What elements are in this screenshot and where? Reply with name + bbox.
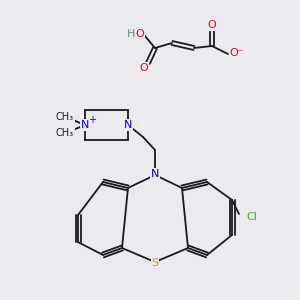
Text: N: N xyxy=(151,169,159,179)
Text: Cl: Cl xyxy=(247,212,257,222)
Text: O: O xyxy=(140,63,148,73)
Text: H: H xyxy=(127,29,135,39)
Text: O⁻: O⁻ xyxy=(230,48,244,58)
Text: +: + xyxy=(88,115,96,125)
Text: CH₃: CH₃ xyxy=(56,112,74,122)
Text: N: N xyxy=(81,120,89,130)
Text: N: N xyxy=(124,120,132,130)
Text: O: O xyxy=(208,20,216,30)
Text: O: O xyxy=(136,29,144,39)
Text: CH₃: CH₃ xyxy=(56,128,74,138)
Text: S: S xyxy=(152,258,159,268)
